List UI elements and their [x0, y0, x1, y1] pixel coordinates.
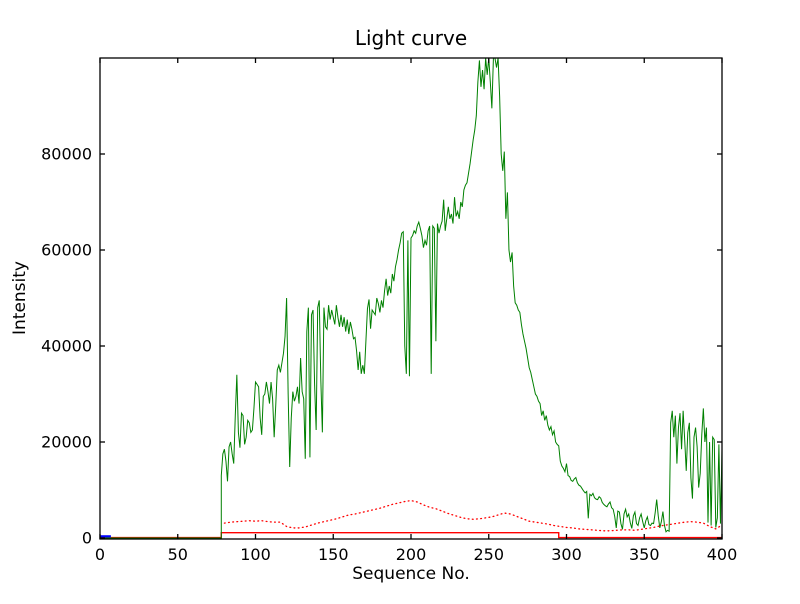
y-tick-label: 40000 [41, 337, 92, 356]
plot-title: Light curve [355, 26, 467, 50]
series-intensity-main [100, 57, 723, 539]
x-tick-label: 250 [473, 545, 504, 564]
x-tick-label: 50 [168, 545, 188, 564]
tick-labels: 0 50 100 150 200 250 300 350 400 0 20000 40000 60000… [41, 145, 737, 565]
x-tick-label: 150 [318, 545, 349, 564]
y-tick-label: 0 [82, 529, 92, 548]
data-series [100, 57, 723, 539]
y-tick-label: 80000 [41, 145, 92, 164]
y-tick-label: 60000 [41, 241, 92, 260]
x-tick-label: 200 [396, 545, 427, 564]
x-tick-label: 0 [95, 545, 105, 564]
x-tick-label: 400 [707, 545, 738, 564]
y-tick-label: 20000 [41, 433, 92, 452]
tick-marks [99, 58, 723, 539]
x-tick-label: 100 [240, 545, 271, 564]
y-axis-label: Intensity [10, 261, 30, 335]
x-tick-label: 300 [551, 545, 582, 564]
x-tick-label: 350 [629, 545, 660, 564]
x-axis-label: Sequence No. [352, 564, 469, 584]
series-intensity-secondary [223, 499, 723, 532]
